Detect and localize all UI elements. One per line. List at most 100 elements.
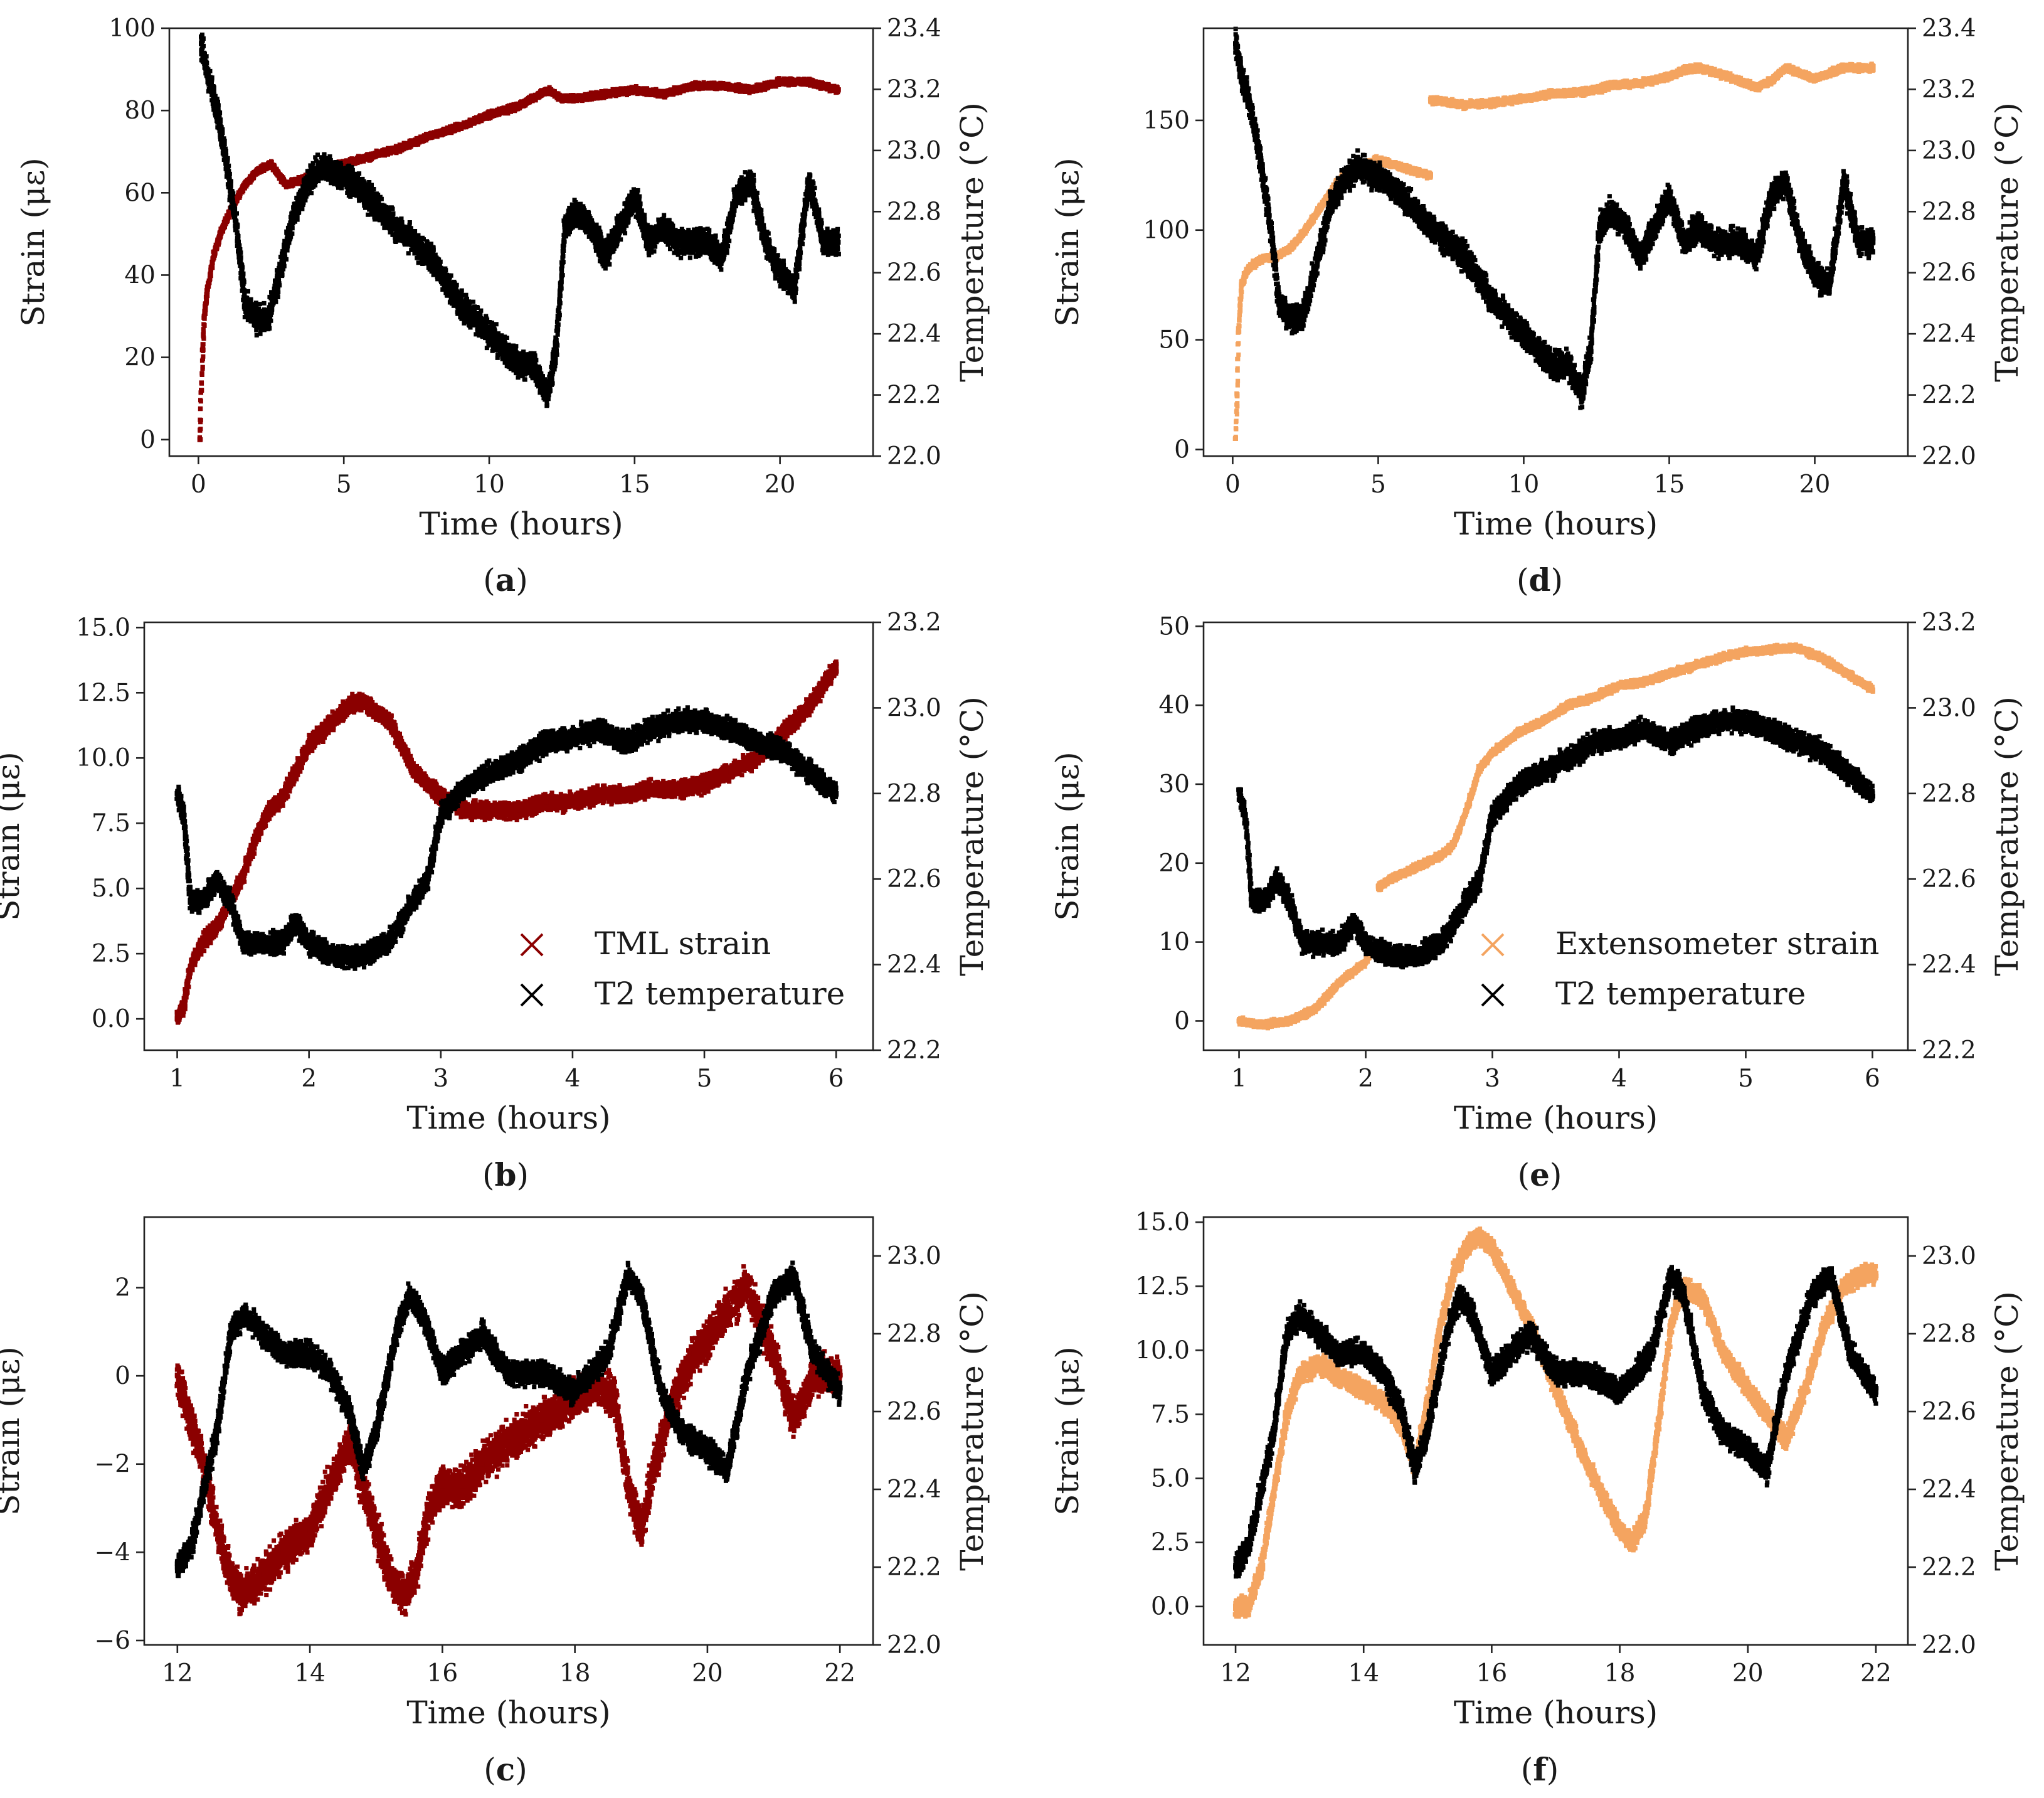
- series-strain_late: [1427, 61, 1876, 112]
- data-point: [1695, 65, 1701, 70]
- x-tick-label: 16: [427, 1659, 458, 1688]
- y-tick-label: 50: [1158, 612, 1190, 641]
- series-strain: [1232, 1226, 1879, 1619]
- series-strain: [174, 1264, 843, 1617]
- data-point: [1434, 98, 1439, 104]
- y2-tick-label: 22.6: [887, 865, 941, 893]
- data-point: [1521, 95, 1527, 101]
- data-point: [837, 1390, 843, 1395]
- data-point: [420, 1312, 425, 1317]
- data-point: [675, 240, 681, 245]
- data-point: [199, 388, 204, 393]
- data-point: [1641, 679, 1647, 684]
- x-tick-label: 0: [1225, 471, 1241, 499]
- data-point: [1681, 240, 1687, 245]
- y2-tick-label: 23.0: [1922, 137, 1976, 165]
- data-point: [1438, 1322, 1443, 1327]
- data-point: [214, 876, 220, 882]
- data-point: [562, 224, 568, 230]
- data-point: [596, 792, 601, 797]
- data-point: [411, 769, 417, 774]
- data-point: [280, 1351, 286, 1356]
- data-point: [539, 1417, 544, 1423]
- y2-tick-label: 22.8: [1922, 780, 1976, 808]
- data-point: [1550, 361, 1555, 367]
- data-point: [1276, 301, 1282, 306]
- data-point: [283, 182, 289, 188]
- y2-tick-label: 22.4: [887, 951, 941, 979]
- data-point: [1649, 1351, 1655, 1356]
- data-point: [1841, 1284, 1846, 1289]
- data-point: [1585, 1370, 1591, 1375]
- data-point: [240, 873, 246, 878]
- y2-tick-label: 22.6: [1922, 1398, 1976, 1426]
- data-point: [280, 794, 285, 800]
- data-point: [1515, 730, 1520, 736]
- series-cloud: [174, 659, 839, 1025]
- data-point: [306, 742, 312, 748]
- panel-a-label: (a): [483, 561, 527, 598]
- y-tick-label: 15.0: [76, 614, 130, 642]
- data-point: [1247, 102, 1253, 107]
- data-point: [1841, 178, 1846, 184]
- data-point: [214, 1428, 220, 1434]
- data-point: [1754, 255, 1759, 260]
- series-strain: [174, 659, 839, 1025]
- data-point: [702, 781, 707, 787]
- y-tick-label: 100: [1143, 216, 1190, 245]
- data-point: [1370, 172, 1375, 178]
- x-tick-label: 10: [474, 471, 505, 499]
- data-point: [219, 227, 225, 233]
- data-point: [464, 782, 470, 788]
- data-point: [1643, 1514, 1648, 1519]
- data-point: [347, 1409, 352, 1414]
- y-tick-label: 12.5: [1135, 1272, 1190, 1301]
- data-point: [1845, 769, 1850, 775]
- data-point: [1623, 224, 1628, 230]
- x-tick-label: 14: [1348, 1659, 1379, 1688]
- data-point: [539, 1370, 544, 1375]
- x-tick-label: 3: [433, 1065, 448, 1093]
- data-point: [506, 1370, 511, 1375]
- data-point: [1860, 1270, 1866, 1276]
- y2-tick-label: 22.6: [887, 1398, 941, 1426]
- data-point: [411, 240, 416, 245]
- x-tick-label: 5: [697, 1065, 712, 1093]
- data-point: [359, 954, 364, 959]
- data-point: [724, 1307, 730, 1312]
- x-tick-label: 5: [1738, 1065, 1754, 1093]
- x-tick-label: 12: [1220, 1659, 1251, 1688]
- data-point: [457, 301, 463, 306]
- legend-entry: T2 temperature: [1555, 976, 1806, 1012]
- y-tick-label: 10.0: [76, 744, 130, 772]
- data-point: [277, 270, 283, 275]
- data-point: [174, 1373, 180, 1379]
- data-point: [1300, 316, 1305, 321]
- data-point: [704, 1448, 710, 1453]
- data-point: [1253, 260, 1259, 266]
- data-point: [1870, 790, 1875, 796]
- data-point: [188, 1545, 193, 1550]
- data-point: [1540, 769, 1546, 775]
- data-point: [1826, 285, 1832, 291]
- y-tick-label: 50: [1158, 326, 1190, 354]
- series-temperature: [199, 32, 841, 408]
- data-point: [1303, 227, 1308, 233]
- data-point: [241, 1593, 246, 1599]
- y2-tick-label: 22.2: [887, 1553, 941, 1582]
- data-point: [1743, 649, 1749, 654]
- data-point: [1870, 687, 1875, 692]
- data-point: [214, 1528, 220, 1533]
- plot-frame: [1202, 621, 1909, 1051]
- data-point: [1297, 1373, 1303, 1379]
- data-point: [1492, 100, 1497, 105]
- data-point: [1641, 726, 1647, 732]
- data-point: [261, 1572, 267, 1577]
- data-point: [360, 1483, 366, 1489]
- data-point: [1428, 224, 1433, 230]
- data-point: [425, 876, 430, 882]
- y-tick-label: 15.0: [1135, 1208, 1190, 1237]
- data-point: [1287, 1018, 1293, 1024]
- y-tick-label: 12.5: [76, 679, 130, 707]
- data-point: [1233, 1565, 1238, 1570]
